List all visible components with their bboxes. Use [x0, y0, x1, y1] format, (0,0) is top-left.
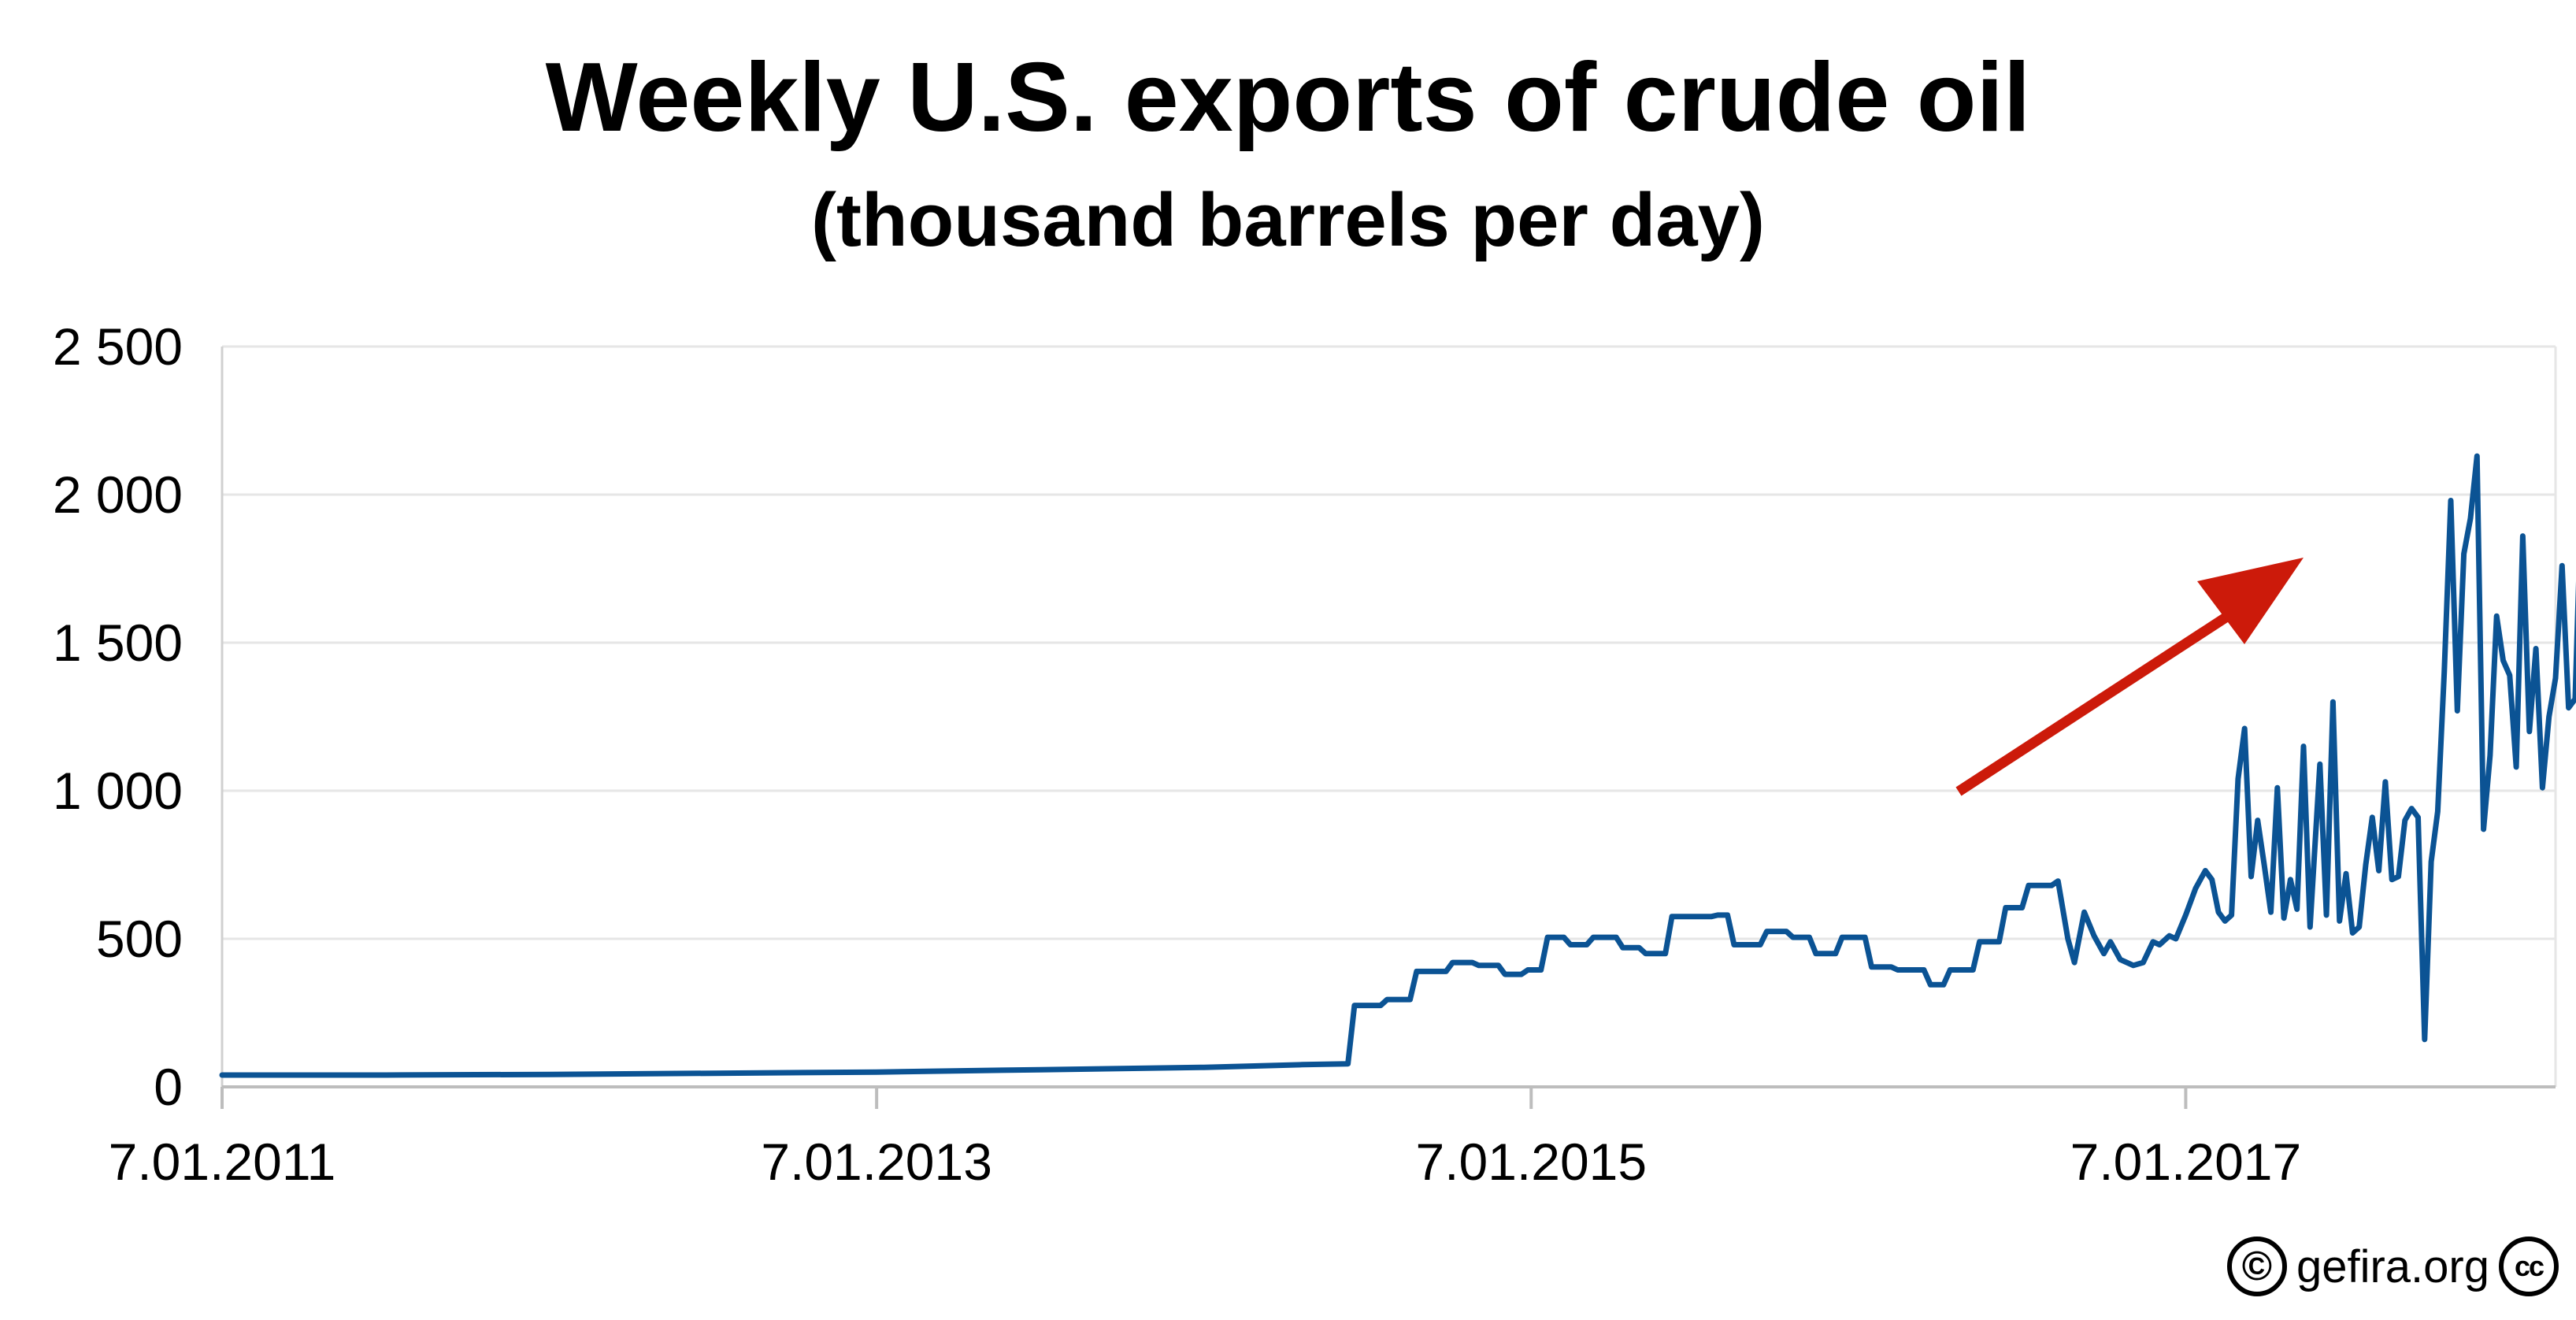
chart-title: Weekly U.S. exports of crude oil: [545, 43, 2031, 152]
series-line: [219, 453, 2576, 1078]
y-tick-labels: 0 500 1 000 1 500 2 000 2 500: [53, 317, 183, 1116]
y-tick-label: 2 500: [53, 317, 183, 376]
y-tick-label: 500: [96, 910, 183, 968]
grid-lines: [222, 345, 2557, 1087]
x-tick-labels: 7.01.2011 7.01.2013 7.01.2015 7.01.2017: [109, 1133, 2302, 1191]
axes: [221, 347, 2556, 1109]
chart-subtitle: (thousand barrels per day): [811, 178, 1765, 262]
x-tick-label: 7.01.2017: [2070, 1133, 2302, 1191]
y-tick-label: 2 000: [53, 465, 183, 524]
copyright-icon: ©: [2226, 1237, 2287, 1296]
annotation-layer: [1955, 558, 2304, 796]
creative-commons-icon: cc: [2499, 1237, 2559, 1296]
credit-site-text: gefira.org: [2296, 1240, 2489, 1292]
y-tick-label: 1 000: [53, 762, 183, 820]
y-tick-label: 1 500: [53, 614, 183, 672]
x-tick-label: 7.01.2011: [109, 1133, 336, 1191]
x-tick-label: 7.01.2015: [1415, 1133, 1647, 1191]
trend-arrow-shaft: [1955, 606, 2240, 796]
series-layer: [219, 453, 2576, 1078]
trend-arrow-head: [2197, 558, 2304, 644]
x-tick-label: 7.01.2013: [761, 1133, 992, 1191]
y-tick-label: 0: [154, 1058, 183, 1116]
credit-footer: © gefira.org cc: [2226, 1237, 2559, 1296]
